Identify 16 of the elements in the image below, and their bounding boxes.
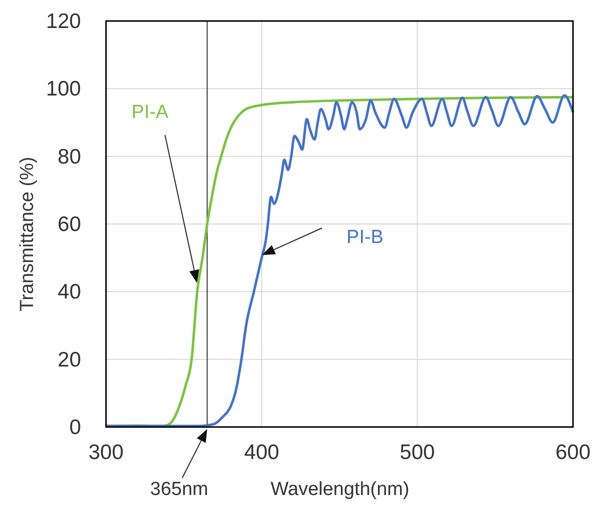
text: PI-A (132, 102, 169, 123)
ref-line-label: 365nm (150, 479, 208, 500)
y-tick-label: 60 (58, 213, 81, 236)
y-tick-label: 100 (46, 78, 81, 101)
y-tick-label: 0 (69, 416, 81, 439)
text: PI-B (346, 227, 384, 248)
x-tick-label: 600 (555, 441, 591, 464)
x-tick-label: 500 (400, 441, 435, 464)
y-axis-title: Transmittance (%) (17, 156, 38, 312)
y-tick-label: 40 (58, 280, 81, 304)
x-axis-title: Wavelength(nm) (270, 479, 410, 500)
x-tick-label: 400 (244, 441, 280, 464)
y-tick-label: 80 (58, 145, 81, 168)
x-tick-label: 300 (88, 441, 124, 464)
y-tick-label: 20 (58, 348, 81, 372)
y-tick-label: 120 (46, 10, 81, 33)
